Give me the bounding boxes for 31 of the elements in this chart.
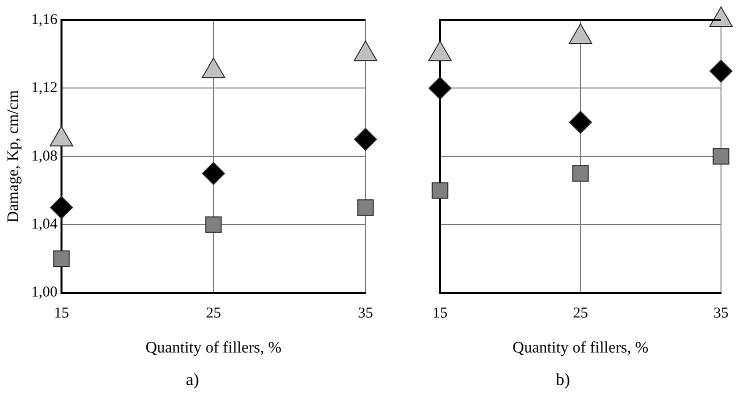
point: [354, 40, 378, 62]
point: [202, 162, 225, 185]
x-tick-label: 35: [358, 306, 373, 322]
point: [53, 250, 70, 267]
point: [568, 24, 592, 44]
point: [432, 182, 448, 199]
point: [428, 40, 452, 62]
y-tick-label: 1,08: [31, 148, 58, 164]
x-axis-title: Quantity of fillers, %: [512, 340, 648, 357]
point: [572, 165, 589, 182]
x-tick-label: 35: [714, 306, 728, 322]
x-tick-label: 15: [432, 306, 448, 322]
point: [354, 128, 377, 151]
y-tick-label: 1,12: [31, 80, 58, 96]
y-tick-label: 1,00: [31, 284, 58, 301]
text: a): [184, 370, 200, 390]
point: [202, 58, 226, 78]
y-tick-label: 1,04: [31, 216, 58, 233]
point: [709, 6, 733, 27]
point: [569, 110, 592, 134]
point: [712, 148, 730, 165]
x-tick-label: 25: [206, 306, 221, 322]
x-tick-label: 25: [573, 306, 588, 322]
text: b): [554, 370, 572, 390]
point: [357, 199, 374, 216]
y-axis-title: Damage, Kp, cm/cm: [4, 90, 22, 223]
point: [50, 196, 73, 220]
x-axis-title: Quantity of fillers, %: [145, 340, 282, 357]
x-tick-label: 15: [54, 306, 69, 322]
y-tick-label: 1,16: [31, 12, 58, 28]
point: [205, 216, 222, 233]
